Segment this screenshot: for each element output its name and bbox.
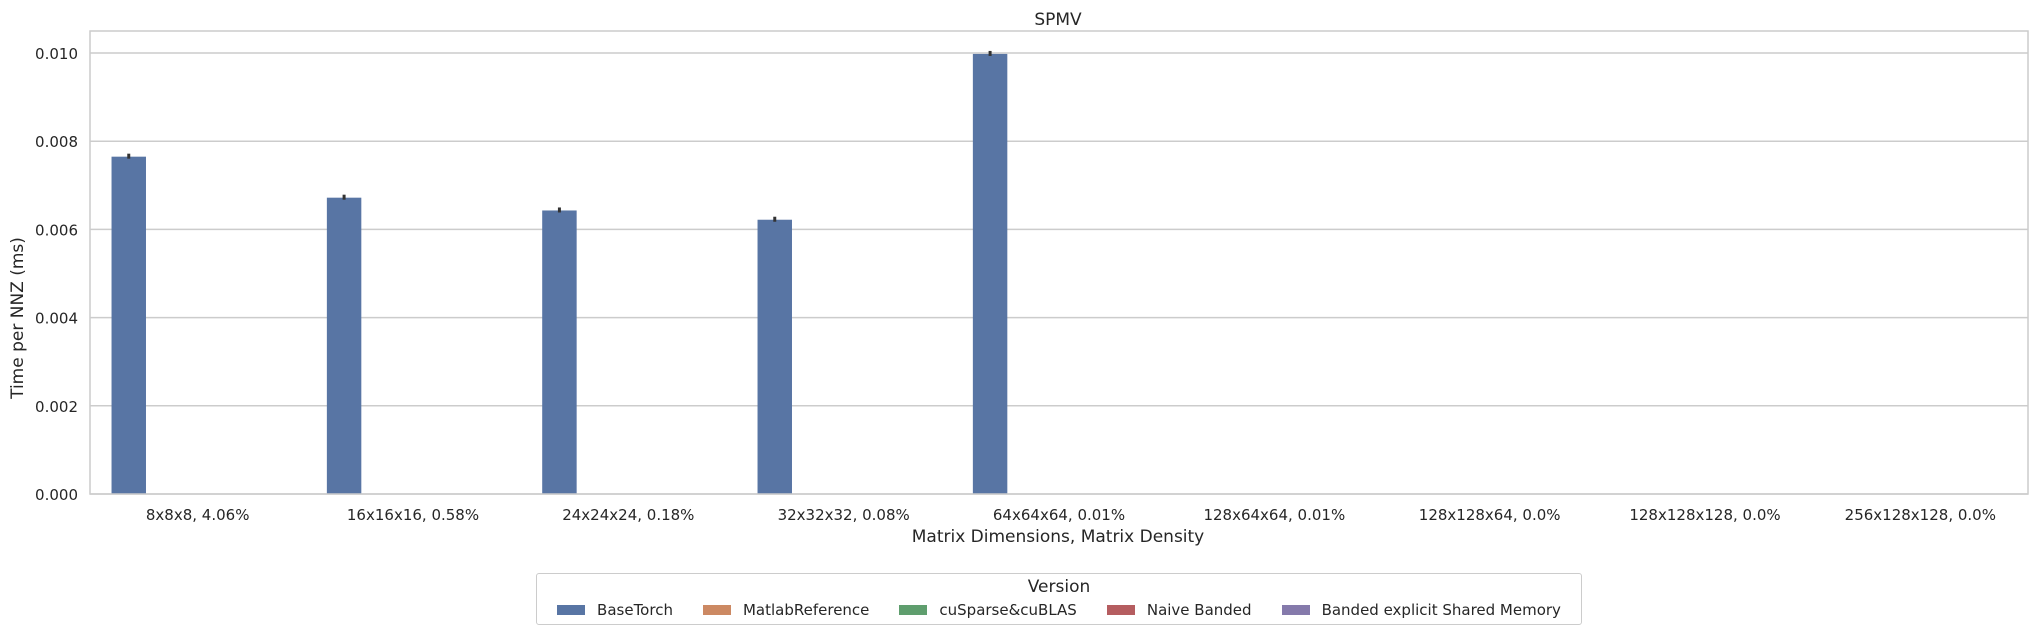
bar [757,219,792,495]
legend-label: Naive Banded [1146,601,1252,619]
chart-title: SPMV [1034,10,1082,30]
error-bars [127,50,992,222]
x-tick-label: 32x32x32, 0.08% [778,506,910,524]
legend-swatch [702,605,731,615]
legend-item: cuSparse&cuBLAS [899,601,1077,619]
legend-label: MatlabReference [742,601,870,619]
bar [111,156,146,494]
x-ticks: 8x8x8, 4.06% 16x16x16, 0.58% 24x24x24, 0.1… [146,506,1996,524]
y-ticks: 0.000 0.002 0.004 0.006 0.008 0.010 [35,45,78,504]
x-tick-label: 64x64x64, 0.01% [993,506,1125,524]
x-tick-label: 128x128x64, 0.0% [1419,506,1561,524]
bar [326,197,362,494]
x-tick-label: 256x128x128, 0.0% [1845,506,1996,524]
legend-item: BaseTorch [557,601,673,619]
legend-label: Banded explicit Shared Memory [1321,601,1561,619]
y-tick-label: 0.010 [35,45,78,63]
x-tick-label: 24x24x24, 0.18% [562,506,694,524]
bar [972,53,1008,494]
legend-swatch [1106,605,1135,615]
legend-swatch [1281,605,1310,615]
x-tick-label: 128x128x128, 0.0% [1629,506,1780,524]
legend-item: Banded explicit Shared Memory [1281,601,1561,619]
legend-items: BaseTorch MatlabReference cuSparse&cuBLAS N… [537,601,1581,619]
y-tick-label: 0.006 [35,221,78,239]
legend-title: Version [1027,577,1091,597]
legend: Version BaseTorch MatlabReference cuSparse… [536,573,1582,625]
y-tick-label: 0.002 [35,398,78,416]
plot-frame [89,30,2029,495]
x-tick-label: 8x8x8, 4.06% [146,506,250,524]
bars [111,53,1008,495]
legend-item: MatlabReference [702,601,870,619]
legend-swatch [557,605,586,615]
x-tick-label: 16x16x16, 0.58% [347,506,479,524]
grid [90,52,2028,495]
bar [542,210,577,494]
x-tick-label: 128x64x64, 0.01% [1203,506,1345,524]
legend-label: BaseTorch [597,601,673,619]
legend-item: Naive Banded [1106,601,1252,619]
y-tick-label: 0.008 [35,133,78,151]
x-axis-label: Matrix Dimensions, Matrix Density [912,527,1205,547]
legend-label: cuSparse&cuBLAS [939,601,1077,619]
y-tick-label: 0.004 [35,310,78,328]
legend-swatch [899,605,928,615]
y-axis-label: Time per NNZ (ms) [8,237,28,400]
y-tick-label: 0.000 [35,486,78,504]
